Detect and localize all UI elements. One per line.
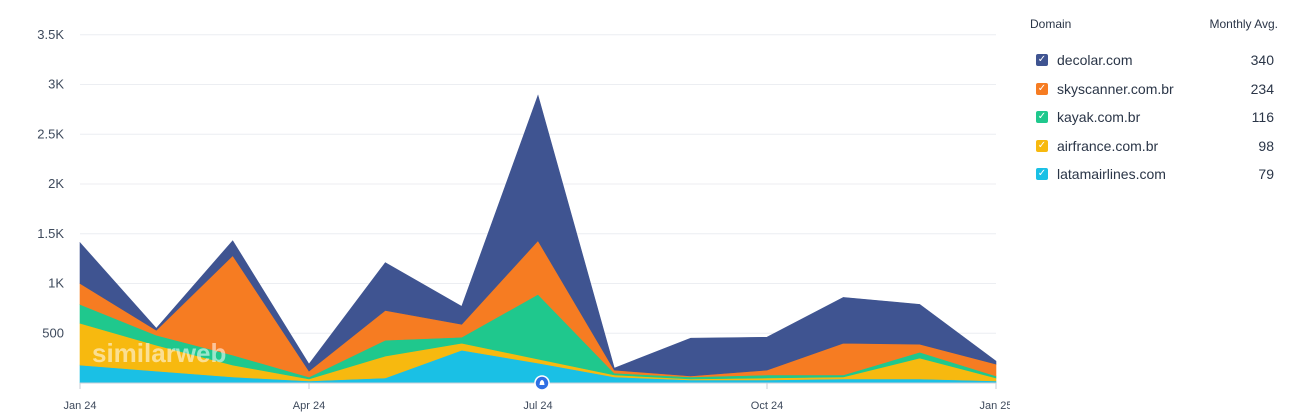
x-tick-label: Oct 24 — [751, 400, 783, 412]
x-tick-label: Jul 24 — [523, 400, 552, 412]
legend-row[interactable]: ✓ kayak.com.br 116 — [1030, 103, 1278, 132]
legend-domain: latamairlines.com — [1057, 166, 1166, 183]
legend-row[interactable]: ✓ latamairlines.com 79 — [1030, 160, 1278, 189]
watermark-text: similarweb — [92, 338, 226, 368]
legend-checkbox-icon[interactable]: ✓ — [1036, 82, 1048, 95]
legend-domain: decolar.com — [1057, 52, 1133, 69]
legend-row[interactable]: ✓ skyscanner.com.br 234 — [1030, 75, 1278, 104]
legend-checkbox-icon[interactable]: ✓ — [1036, 111, 1048, 124]
stacked-area-chart: similarweb 500 1K 1.5K 2K 2.5K 3K 3.5K Jan 24 Ap… — [37, 27, 1010, 412]
bell-icon — [539, 380, 545, 385]
legend-domain: skyscanner.com.br — [1057, 80, 1174, 97]
x-tick-label: Apr 24 — [293, 400, 325, 412]
annotation-markers — [534, 375, 550, 391]
x-tick-label: Jan 24 — [63, 400, 96, 412]
y-tick-label: 2K — [48, 176, 64, 191]
y-tick-label: 3.5K — [37, 27, 64, 42]
legend-rows: ✓ decolar.com 340 ✓ skyscanner.com.br 234 ✓ kay… — [1030, 46, 1278, 189]
legend-header: Domain Monthly Avg. — [1030, 14, 1278, 34]
legend-header-domain: Domain — [1030, 17, 1072, 31]
y-tick-label: 2.5K — [37, 126, 64, 141]
legend-monthly-avg: 234 — [1250, 80, 1274, 97]
legend-row[interactable]: ✓ airfrance.com.br 98 — [1030, 132, 1278, 161]
legend-table: Domain Monthly Avg. ✓ decolar.com 340 ✓ skys… — [1030, 14, 1278, 189]
y-tick-label: 1K — [48, 276, 64, 291]
legend-monthly-avg: 79 — [1258, 166, 1274, 183]
y-tick-label: 1.5K — [37, 226, 64, 241]
x-tick-label: Jan 25 — [979, 400, 1010, 412]
legend-checkbox-icon[interactable]: ✓ — [1036, 139, 1048, 152]
legend-domain: kayak.com.br — [1057, 109, 1141, 126]
area-decolar-com — [79, 94, 997, 377]
y-tick-label: 3K — [48, 77, 64, 92]
legend-row[interactable]: ✓ decolar.com 340 — [1030, 46, 1278, 75]
legend-monthly-avg: 116 — [1251, 109, 1274, 126]
y-tick-label: 500 — [42, 325, 64, 340]
legend-monthly-avg: 98 — [1258, 137, 1274, 154]
area-series-layer — [79, 94, 997, 384]
legend-domain: airfrance.com.br — [1057, 137, 1159, 154]
legend-checkbox-icon[interactable]: ✓ — [1036, 54, 1048, 67]
legend-header-monthly-avg: Monthly Avg. — [1209, 17, 1278, 31]
legend-monthly-avg: 340 — [1250, 52, 1274, 69]
legend-checkbox-icon[interactable]: ✓ — [1036, 168, 1048, 181]
